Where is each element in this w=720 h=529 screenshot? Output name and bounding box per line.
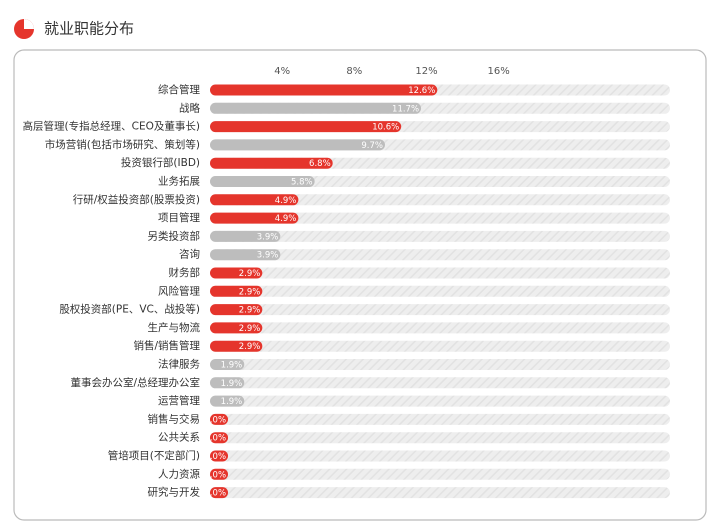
bar <box>210 304 263 316</box>
bar-track <box>210 468 670 480</box>
card <box>13 49 707 521</box>
y-tick-label: 项目管理 <box>158 211 200 224</box>
value-label: 1.0% <box>204 489 226 499</box>
value-label: 2.9% <box>239 306 261 316</box>
y-tick-label: 董事会办公室/总经理办公室 <box>70 376 200 389</box>
y-tick-label: 股权投资部(PE、VC、战投等) <box>59 303 200 316</box>
x-tick-label: 16% <box>488 66 510 77</box>
value-label: 1.9% <box>221 361 243 371</box>
y-tick-label: 生产与物流 <box>148 321 201 334</box>
value-label: 2.9% <box>239 342 261 352</box>
bar <box>210 432 229 444</box>
bar <box>210 487 229 499</box>
y-tick-label: 财务部 <box>169 266 201 279</box>
y-tick-label: 公共关系 <box>158 431 200 444</box>
chart-title: 就业职能分布 <box>44 20 134 38</box>
value-label: 6.8% <box>309 159 331 169</box>
value-label: 1.0% <box>204 452 226 462</box>
bar-track <box>210 194 670 206</box>
y-tick-label: 市场营销(包括市场研究、策划等) <box>45 138 200 151</box>
x-tick-label: 8% <box>346 66 362 77</box>
y-tick-label: 行研/权益投资部(股票投资) <box>73 193 200 206</box>
y-tick-label: 战略 <box>179 101 200 114</box>
x-tick-label: 12% <box>415 66 437 77</box>
value-label: 1.9% <box>221 397 243 407</box>
y-tick-label: 咨询 <box>179 248 200 261</box>
bar <box>210 267 263 279</box>
bar <box>210 102 422 114</box>
value-label: 2.9% <box>239 287 261 297</box>
bar <box>210 468 229 480</box>
bar-track <box>210 230 670 242</box>
value-label: 11.7% <box>392 104 419 114</box>
x-tick-label: 4% <box>274 66 290 77</box>
bar-track <box>210 413 670 425</box>
bar <box>210 139 385 151</box>
value-label: 4.9% <box>275 196 297 206</box>
bar <box>210 121 402 133</box>
bar-track <box>210 450 670 462</box>
y-tick-label: 投资银行部(IBD) <box>121 156 200 169</box>
bar-track <box>210 432 670 444</box>
value-label: 1.0% <box>204 415 226 425</box>
bar-track <box>210 377 670 389</box>
bar-track <box>210 322 670 334</box>
value-label: 10.6% <box>372 123 399 133</box>
bar-track <box>210 176 670 187</box>
bar <box>210 230 281 242</box>
bar-track <box>210 249 670 261</box>
y-tick-label: 综合管理 <box>158 83 200 96</box>
value-label: 4.9% <box>275 214 297 224</box>
y-tick-label: 销售/销售管理 <box>133 339 200 352</box>
value-label: 3.9% <box>257 251 279 261</box>
y-tick-label: 管培项目(不定部门) <box>108 449 200 462</box>
value-label: 12.6% <box>408 86 435 96</box>
bar <box>210 194 299 206</box>
y-tick-label: 风险管理 <box>158 284 200 297</box>
y-tick-label: 业务拓展 <box>158 175 200 188</box>
bar <box>210 84 438 96</box>
bar <box>210 450 229 462</box>
bar <box>210 176 315 187</box>
value-label: 9.7% <box>361 141 383 151</box>
value-label: 1.0% <box>204 470 226 480</box>
value-label: 1.0% <box>204 434 226 444</box>
value-label: 2.9% <box>239 269 261 279</box>
bar-track <box>210 340 670 352</box>
title-icon <box>14 19 34 39</box>
bar-track <box>210 285 670 297</box>
bar <box>210 322 263 334</box>
y-tick-label: 研究与开发 <box>148 486 201 499</box>
y-tick-label: 法律服务 <box>158 358 200 371</box>
bar-track <box>210 395 670 407</box>
y-tick-label: 高层管理(专指总经理、CEO及董事长) <box>23 120 200 133</box>
value-label: 1.9% <box>221 379 243 389</box>
bar <box>210 157 333 169</box>
bar <box>210 377 245 389</box>
y-tick-label: 销售与交易 <box>148 412 201 425</box>
bar-track <box>210 304 670 316</box>
bar <box>210 340 263 352</box>
bar <box>210 212 299 224</box>
bar-track <box>210 212 670 224</box>
bar-track <box>210 267 670 279</box>
value-label: 2.9% <box>239 324 261 334</box>
bar-track <box>210 359 670 370</box>
bar-track <box>210 487 670 499</box>
value-label: 5.8% <box>291 178 313 188</box>
bar <box>210 413 229 425</box>
y-tick-label: 人力资源 <box>158 467 200 480</box>
y-tick-label: 另类投资部 <box>148 229 201 242</box>
y-tick-label: 运营管理 <box>158 394 200 407</box>
bar <box>210 285 263 297</box>
bar <box>210 359 245 370</box>
bar <box>210 395 245 407</box>
bar <box>210 249 281 261</box>
value-label: 3.9% <box>257 232 279 242</box>
